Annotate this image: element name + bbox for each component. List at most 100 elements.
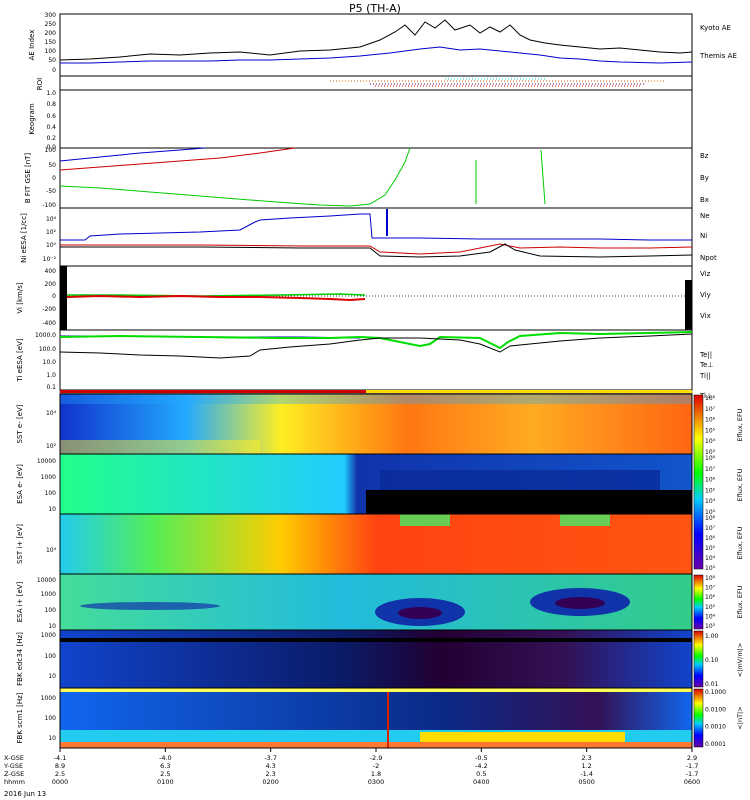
- ylabel: SST i+ [eV]: [16, 524, 24, 564]
- panel-temperature: 1000.0 100.0 10.0 1.0 0.1 Ti eESA [eV] T…: [16, 329, 714, 400]
- ytick: -200: [42, 306, 56, 313]
- ylabel: FBK scm1 [Hz]: [16, 692, 24, 743]
- ytick: 1000: [41, 474, 56, 481]
- npot-line: [60, 213, 692, 241]
- figure-title: P5 (TH-A): [349, 2, 401, 15]
- ytick: 100: [45, 607, 57, 614]
- colorbar-tick: 10⁷: [705, 406, 716, 413]
- ytick: 0.4: [46, 124, 56, 131]
- colorbar-label: <|mV/m|>: [736, 643, 744, 678]
- colorbar-tick: 0.0010: [705, 724, 726, 731]
- legend-bz: Bz: [700, 152, 709, 160]
- ephemeris-row-label: X-GSE: [4, 754, 24, 762]
- colorbar-tick: 0.10: [705, 657, 719, 664]
- legend-ne: Ne: [700, 212, 710, 220]
- ytick: 150: [45, 39, 57, 46]
- ephemeris-value: 4.3: [265, 762, 275, 770]
- ytick: 0: [52, 67, 56, 74]
- ephemeris-value: -4.1: [54, 754, 67, 762]
- ytick: 10⁻²: [43, 256, 57, 263]
- legend-npot: Npot: [700, 254, 717, 262]
- legend-te-perp: Te⊥: [699, 361, 714, 369]
- colorbar-tick: 10³: [705, 565, 716, 572]
- panel-roi: ROI: [36, 75, 693, 91]
- colorbar-tick: 10⁷: [705, 466, 716, 473]
- colorbar-tick: 10⁶: [705, 594, 716, 601]
- ytick: 50: [48, 57, 56, 64]
- ytick: 1.0: [46, 90, 56, 97]
- ephemeris-value: 0000: [52, 778, 69, 786]
- panel-fbk-b: 1000 100 10 FBK scm1 [Hz]: [16, 687, 693, 749]
- legend-kyoto-ae: Kyoto AE: [700, 24, 731, 32]
- ytick: 0.1: [46, 384, 56, 391]
- ephemeris-value: 2.5: [160, 770, 170, 778]
- colorbar-tick: 1.00: [705, 633, 719, 640]
- colorbar-tick: 10⁵: [705, 427, 716, 434]
- ytick: 0.0: [46, 144, 56, 151]
- ytick: 10⁰: [46, 242, 57, 249]
- bz-line: [59, 147, 296, 171]
- ephemeris-value: 0500: [578, 778, 595, 786]
- ytick: 100: [45, 490, 57, 497]
- legend-ni: Ni: [700, 232, 707, 240]
- colorbar-tick: 0.1000: [705, 689, 726, 696]
- colorbar-tick: 10⁴: [705, 555, 716, 562]
- ephemeris-value: -4.0: [159, 754, 172, 762]
- ytick: 1.0: [46, 372, 56, 379]
- panel-velocity: 400 200 0 -200 -400 Vi [km/s] Viz Viy Vi…: [16, 265, 711, 331]
- ytick: 300: [45, 12, 57, 19]
- colorbar-tick: 10⁸: [705, 515, 716, 522]
- ytick: 10²: [46, 229, 57, 236]
- colorbar-tick: 10⁸: [705, 395, 716, 402]
- ytick: 1000.0: [35, 332, 56, 339]
- ytick: 1000: [41, 695, 56, 702]
- ytick: 1000: [41, 591, 56, 598]
- colorbar-label: Eflux, EFU: [736, 408, 744, 441]
- ytick: 10⁴: [46, 216, 57, 223]
- ytick: 0: [52, 175, 56, 182]
- legend-vix: Vix: [700, 312, 711, 320]
- ylabel: ESA e- [eV]: [16, 464, 24, 504]
- ephemeris-row-label: Z-GSE: [4, 770, 24, 778]
- viz-line: [66, 294, 366, 302]
- ephemeris-value: 2.3: [581, 754, 591, 762]
- ytick: 10: [48, 673, 56, 680]
- colorbar-tick: 10³: [705, 449, 716, 456]
- colorbar-tick: 10⁸: [705, 575, 716, 582]
- ylabel: SST e- [eV]: [16, 404, 24, 443]
- ephemeris-value: 2.9: [687, 754, 697, 762]
- ylabel: B FIT GSE [nT]: [24, 153, 32, 204]
- panel-sst-i: 10⁴ SST i+ [eV]: [16, 513, 693, 575]
- ytick: 10000: [37, 577, 56, 584]
- colorbar-tick: 10⁵: [705, 487, 716, 494]
- ytick: 100: [45, 653, 57, 660]
- ephemeris-value: 6.3: [160, 762, 170, 770]
- panel-esa-e: 10000 1000 100 10 ESA e- [eV]: [16, 453, 693, 515]
- ytick: 200: [45, 281, 57, 288]
- ytick: -50: [46, 188, 56, 195]
- bx-line: [59, 147, 206, 162]
- legend-themis-ae: Themis AE: [699, 52, 737, 60]
- ytick: 1000: [41, 632, 56, 639]
- ti-par-line: [59, 331, 693, 350]
- colorbar-tick: 0.0100: [705, 706, 726, 713]
- colorbar-tick: 10³: [705, 623, 716, 630]
- ephemeris-value: -0.5: [475, 754, 488, 762]
- ytick: -400: [42, 320, 56, 327]
- colorbar-tick: 0.0001: [705, 741, 726, 748]
- ephemeris-value: -1.4: [580, 770, 593, 778]
- ytick: 200: [45, 30, 57, 37]
- colorbar-label: Eflux, EFU: [736, 585, 744, 618]
- te-par-line: [59, 333, 693, 359]
- colorbar-tick: 10⁶: [705, 417, 716, 424]
- colorbar-tick: 10⁴: [705, 613, 716, 620]
- legend-ti-par: Ti||: [699, 372, 711, 380]
- ephemeris-value: -3.7: [264, 754, 277, 762]
- ephemeris-value: 0600: [684, 778, 701, 786]
- legend-by: By: [700, 174, 709, 182]
- panel-esa-i: 10000 1000 100 10 ESA i+ [eV]: [16, 573, 693, 631]
- ylabel: Vi [km/s]: [16, 282, 24, 313]
- colorbar-tick: 10⁶: [705, 535, 716, 542]
- ylabel: FBK edc34 [Hz]: [16, 632, 24, 686]
